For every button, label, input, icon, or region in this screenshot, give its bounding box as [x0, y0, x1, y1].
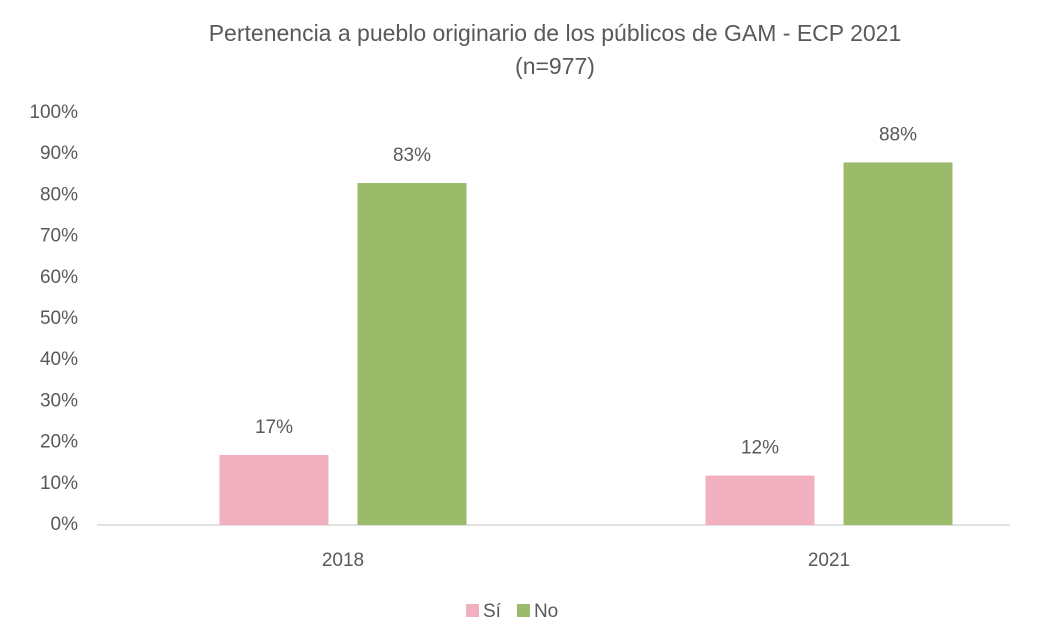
y-tick-label: 60%	[40, 267, 78, 288]
data-label: 88%	[879, 124, 917, 145]
y-tick-label: 0%	[51, 514, 79, 535]
legend-label: No	[534, 601, 558, 622]
y-tick-label: 70%	[40, 226, 78, 247]
bar	[843, 162, 953, 525]
x-tick-label: 2018	[322, 550, 364, 571]
bar	[357, 183, 467, 526]
legend-swatch	[466, 604, 479, 617]
y-tick-label: 40%	[40, 349, 78, 370]
y-tick-label: 50%	[40, 308, 78, 329]
legend-label: Sí	[483, 601, 502, 622]
chart-title: Pertenencia a pueblo originario de los p…	[209, 20, 902, 46]
bar	[705, 475, 815, 525]
y-tick-label: 80%	[40, 184, 78, 205]
y-tick-label: 20%	[40, 432, 78, 453]
y-tick-label: 10%	[40, 473, 78, 494]
y-tick-label: 90%	[40, 143, 78, 164]
data-label: 12%	[741, 438, 779, 459]
data-label: 17%	[255, 417, 293, 438]
y-tick-label: 100%	[29, 102, 78, 123]
data-label: 83%	[393, 145, 431, 166]
x-tick-label: 2021	[808, 550, 850, 571]
legend-swatch	[516, 604, 530, 617]
bar	[219, 454, 329, 525]
chart-subtitle: (n=977)	[515, 53, 595, 79]
y-tick-label: 30%	[40, 390, 78, 411]
